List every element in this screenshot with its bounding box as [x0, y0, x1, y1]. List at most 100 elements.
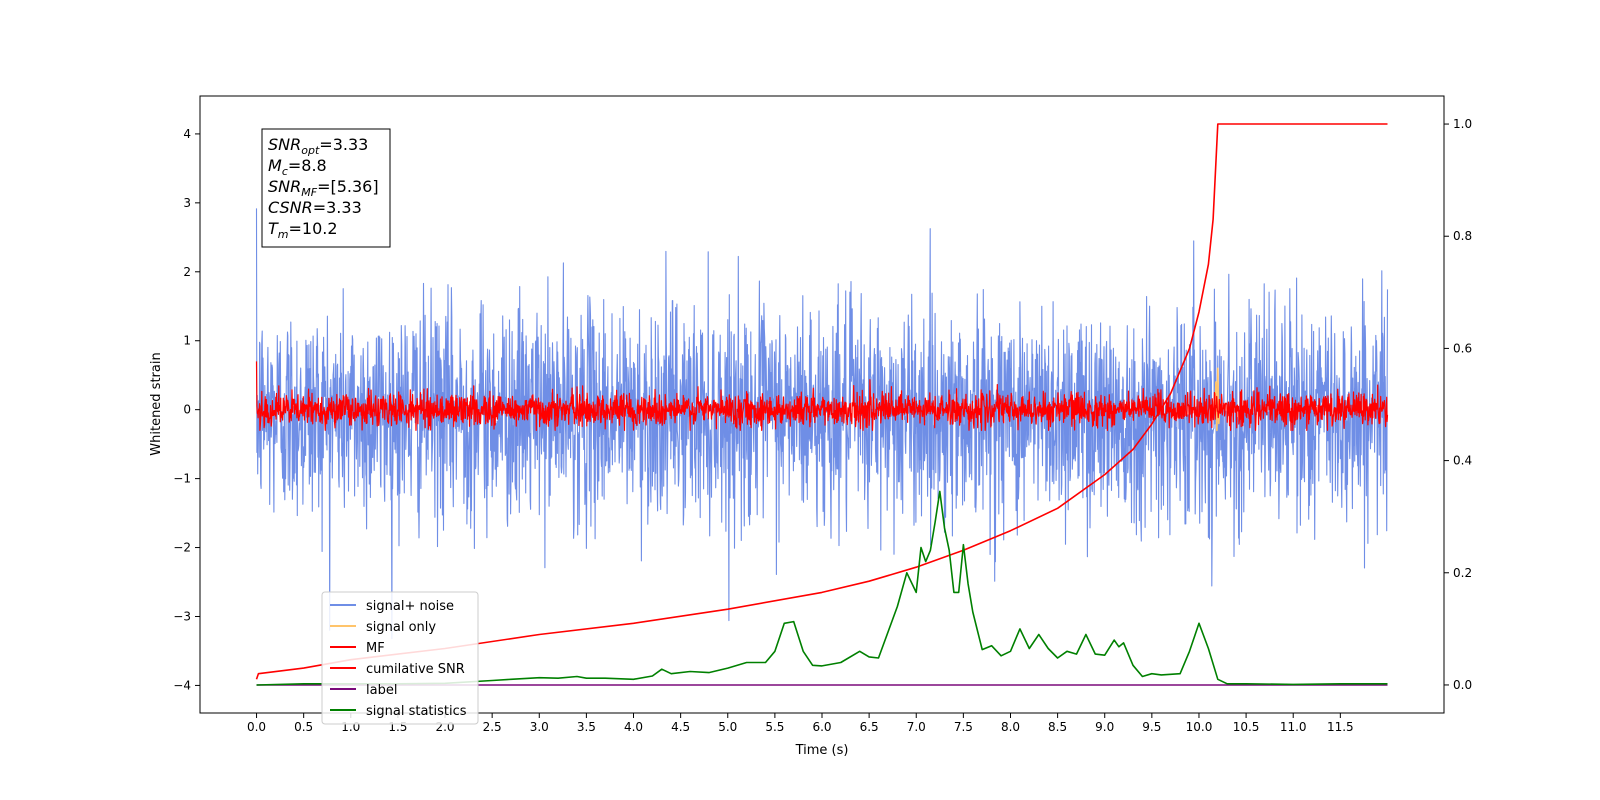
y-tick-label: 1.0 — [1453, 117, 1472, 131]
x-tick-label: 8.0 — [1001, 720, 1020, 734]
x-tick-label: 5.5 — [765, 720, 784, 734]
x-tick-label: 5.0 — [718, 720, 737, 734]
legend-label: signal statistics — [366, 704, 467, 719]
x-tick-label: 3.5 — [577, 720, 596, 734]
y-tick-label: −4 — [173, 678, 191, 692]
x-tick: 9.5 — [1142, 713, 1161, 734]
x-tick-label: 7.5 — [954, 720, 973, 734]
y-tick-left: 4 — [183, 127, 200, 141]
x-tick: 7.5 — [954, 713, 973, 734]
y-tick-label: −3 — [173, 609, 191, 623]
series-mf — [255, 361, 1389, 431]
x-tick: 11.5 — [1327, 713, 1354, 734]
y-tick-label: 2 — [183, 265, 191, 279]
y-tick-left: −2 — [173, 541, 200, 555]
x-tick-label: 4.5 — [671, 720, 690, 734]
legend-item: signal+ noise — [330, 599, 454, 614]
y-tick-left: −3 — [173, 609, 200, 623]
legend-label: MF — [366, 641, 385, 656]
y-tick-left: 3 — [183, 196, 200, 210]
y-tick-label: −1 — [173, 472, 191, 486]
y-tick-right: 0.6 — [1444, 341, 1472, 355]
x-tick-label: 0.0 — [247, 720, 266, 734]
legend-item: cumilative SNR — [330, 662, 465, 677]
y-tick-right: 0.0 — [1444, 678, 1472, 692]
x-tick: 0.5 — [294, 713, 313, 734]
y-tick-label: 0.6 — [1453, 341, 1472, 355]
x-tick-label: 11.5 — [1327, 720, 1354, 734]
x-tick: 5.5 — [765, 713, 784, 734]
legend: signal+ noise signal only MF cumilative SNR… — [321, 591, 479, 725]
legend-label: cumilative SNR — [366, 662, 465, 677]
x-tick: 4.0 — [624, 713, 643, 734]
annotation-line: SNRMF=[5.36] — [268, 177, 379, 199]
x-tick-label: 6.5 — [860, 720, 879, 734]
x-tick-label: 2.5 — [483, 720, 502, 734]
y-tick-label: −2 — [173, 541, 191, 555]
annotation-line: Mc=8.8 — [268, 156, 327, 178]
y-tick-label: 0.2 — [1453, 566, 1472, 580]
y-tick-label: 0.0 — [1453, 678, 1472, 692]
y-tick-left: 0 — [183, 403, 200, 417]
x-tick: 9.0 — [1095, 713, 1114, 734]
x-tick-label: 11.0 — [1280, 720, 1307, 734]
y-tick-left: −4 — [173, 678, 200, 692]
x-tick: 6.0 — [812, 713, 832, 734]
x-tick: 2.5 — [483, 713, 502, 734]
x-tick: 8.5 — [1048, 713, 1067, 734]
x-tick-label: 9.5 — [1142, 720, 1161, 734]
y-axis-left: −4 −3 −2 −1 0 1 2 3 4 — [173, 127, 200, 692]
x-tick-label: 8.5 — [1048, 720, 1067, 734]
series-signal-statistics — [256, 490, 1388, 686]
x-tick-label: 10.5 — [1233, 720, 1260, 734]
legend-label: signal+ noise — [366, 599, 454, 614]
x-tick-label: 6.0 — [812, 720, 831, 734]
y-axis-label: Whitened strain — [149, 352, 164, 455]
x-tick: 7.0 — [907, 713, 926, 734]
legend-label: signal only — [366, 620, 436, 635]
y-tick-right: 0.4 — [1444, 454, 1472, 468]
y-tick-right: 0.2 — [1444, 566, 1472, 580]
x-tick-label: 3.0 — [530, 720, 549, 734]
legend-label: label — [366, 683, 397, 698]
x-tick: 5.0 — [718, 713, 737, 734]
x-tick-label: 0.5 — [294, 720, 313, 734]
legend-item: label — [330, 683, 397, 698]
x-tick-label: 9.0 — [1095, 720, 1114, 734]
annotation-frame — [261, 128, 391, 248]
y-tick-left: 2 — [183, 265, 200, 279]
y-tick-left: 1 — [183, 334, 200, 348]
x-tick: 0.0 — [247, 713, 266, 734]
annotation-line: SNRopt=3.33 — [268, 135, 368, 157]
legend-item: signal only — [330, 620, 436, 635]
y-tick-label: 3 — [183, 196, 191, 210]
y-tick-label: 0.4 — [1453, 454, 1472, 468]
y-tick-label: 4 — [183, 127, 191, 141]
x-tick: 3.5 — [577, 713, 596, 734]
series-signal-noise — [255, 208, 1389, 640]
y-tick-right: 1.0 — [1444, 117, 1472, 131]
x-tick: 4.5 — [671, 713, 690, 734]
x-tick: 10.0 — [1186, 713, 1213, 734]
y-tick-label: 1 — [183, 334, 191, 348]
x-axis-label: Time (s) — [795, 743, 849, 758]
x-tick-label: 10.0 — [1186, 720, 1213, 734]
y-axis-right: 0.0 0.2 0.4 0.6 0.8 1.0 — [1444, 117, 1472, 692]
annotation-line: CSNR=3.33 — [268, 198, 362, 217]
y-tick-label: 0 — [183, 403, 191, 417]
x-tick: 11.0 — [1280, 713, 1307, 734]
x-tick: 10.5 — [1233, 713, 1260, 734]
x-tick: 8.0 — [1001, 713, 1020, 734]
legend-frame — [321, 591, 479, 725]
x-tick: 6.5 — [860, 713, 879, 734]
x-tick-label: 4.0 — [624, 720, 643, 734]
legend-item: MF — [330, 641, 385, 656]
y-tick-label: 0.8 — [1453, 229, 1472, 243]
y-tick-left: −1 — [173, 472, 200, 486]
legend-item: signal statistics — [330, 704, 467, 719]
x-tick: 3.0 — [530, 713, 549, 734]
y-tick-right: 0.8 — [1444, 229, 1472, 243]
x-tick-label: 7.0 — [907, 720, 926, 734]
